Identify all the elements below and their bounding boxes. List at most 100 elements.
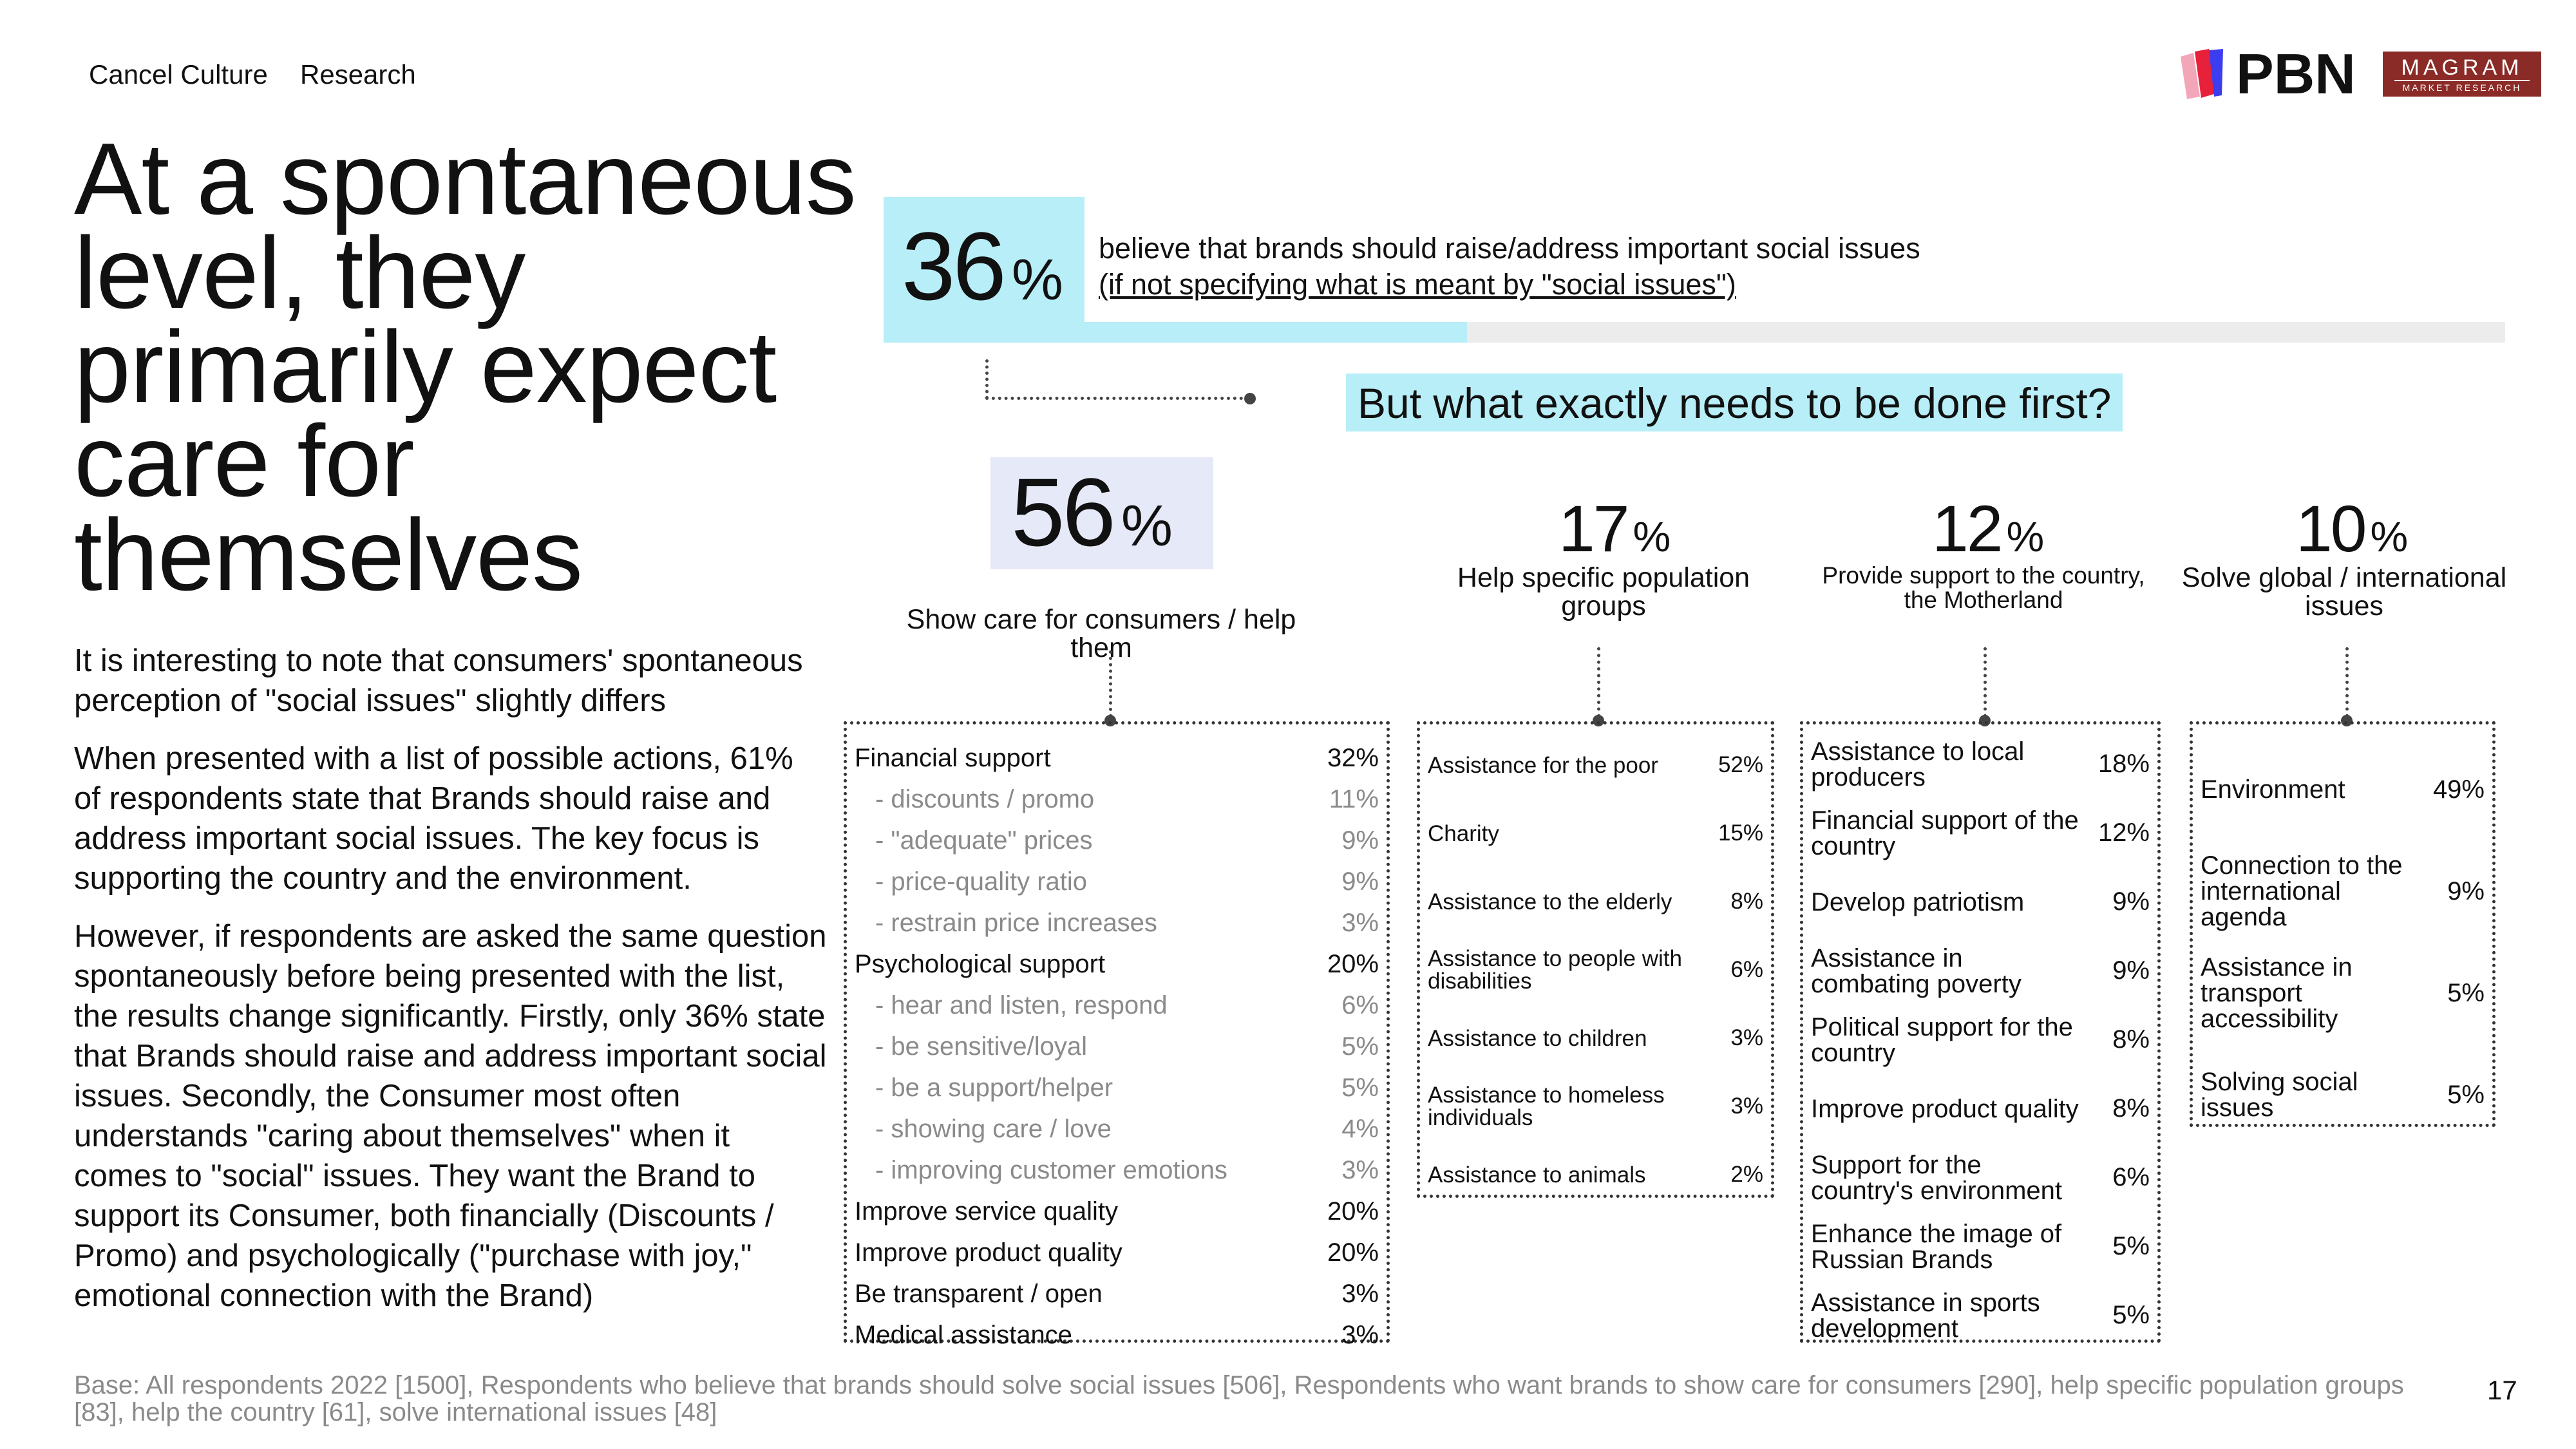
row-value: 5% [2112,1232,2150,1260]
category-3-label: Provide support to the country, the Moth… [1822,562,2145,613]
table-row: - "adequate" prices 9% [847,820,1387,861]
row-value: 12% [2098,819,2150,847]
pbn-logo-text: PBN [2236,42,2356,106]
row-label: Assistance in transport accessibility [2201,953,2353,1033]
row-value: 2% [1730,1162,1763,1187]
table-row: Assistance to animals 2% [1420,1141,1771,1209]
table-row: - hear and listen, respond 6% [847,985,1387,1026]
category-1-value: 56% [1011,458,1173,566]
category-3-value: 12% [1932,492,2045,565]
row-value: 49% [2432,775,2485,804]
row-value: 3% [1730,1094,1763,1119]
pbn-logo: PBN [2177,45,2383,103]
row-label: - be sensitive/loyal [875,1032,1088,1061]
row-label: Financial support of the country [1811,806,2079,860]
row-value: 20% [1327,949,1379,978]
table-row: Improve product quality 20% [847,1232,1387,1273]
row-value: 15% [1718,820,1763,846]
category-2-value: 17% [1558,492,1671,565]
table-row: Assistance to children 3% [1420,1004,1771,1072]
headline-stat-caption: believe that brands should raise/address… [1099,231,1920,303]
table-row: Assistance for the poor 52% [1420,731,1771,799]
row-label: Assistance in sports development [1811,1288,2040,1343]
table-row: - be a support/helper 5% [847,1067,1387,1108]
pbn-logo-icon [2181,49,2223,99]
row-value: 3% [1341,908,1379,937]
row-label: Political support for the country [1811,1012,2073,1067]
table-row: Be transparent / open 3% [847,1273,1387,1314]
row-value: 8% [2112,1025,2150,1054]
row-value: 5% [2112,1301,2150,1329]
row-label: - restrain price increases [875,909,1157,937]
row-value: 5% [1341,1073,1379,1102]
table-row: Assistance to local producers 18% [1803,730,2157,799]
category-1-connector [1109,650,1112,717]
table-row: Assistance to the elderly 8% [1420,867,1771,936]
nav-item-cancel-culture[interactable]: Cancel Culture [89,59,268,90]
row-value: 18% [2098,750,2150,778]
headline-bar-fill [884,322,1467,343]
category-1-table: Financial support 32% - discounts / promo 1… [844,721,1390,1349]
row-label: Improve product quality [1811,1094,2079,1123]
row-value: 9% [2447,876,2485,905]
table-row: Assistance in combating poverty 9% [1803,936,2157,1005]
row-label: Assistance to animals [1428,1162,1646,1188]
row-value: 6% [2112,1163,2150,1191]
category-2-connector [1597,647,1600,717]
row-value: 5% [2447,978,2485,1007]
category-3-table: Assistance to local producers 18% Financia… [1800,721,2161,1343]
row-label: Develop patriotism [1811,887,2025,916]
row-value: 6% [1341,990,1379,1019]
row-label: - improving customer emotions [875,1156,1227,1184]
category-3-connector [1984,647,1987,717]
table-row: Political support for the country 8% [1803,1005,2157,1074]
table-row: Financial support of the country 12% [1803,799,2157,867]
row-value: 9% [2112,956,2150,985]
row-value: 3% [1341,1279,1379,1308]
row-value: 3% [1341,1155,1379,1184]
row-value: 20% [1327,1238,1379,1267]
headline-stat-value: 36% [902,212,1063,320]
row-label: Psychological support [855,950,1106,978]
row-value: 32% [1327,743,1379,772]
table-row: Assistance to homeless individuals 3% [1420,1072,1771,1141]
row-value: 11% [1329,784,1379,813]
headline-stat-line1: believe that brands should raise/address… [1099,232,1920,265]
row-label: Assistance to children [1428,1025,1647,1051]
row-label: - be a support/helper [875,1074,1113,1102]
row-value: 20% [1327,1197,1379,1226]
row-label: Assistance to local producers [1811,737,2025,791]
nav-item-research[interactable]: Research [300,59,416,90]
body-text: It is interesting to note that consumers… [74,641,828,1334]
row-label: Assistance in combating poverty [1811,943,2022,998]
row-value: 52% [1718,752,1763,777]
magram-logo: MAGRAM MARKET RESEARCH [2383,52,2541,97]
row-value: 8% [2112,1094,2150,1122]
category-4-label: Solve global / international issues [2181,562,2507,621]
row-label: Assistance for the poor [1428,752,1658,778]
category-1-label: Show care for consumers / help them [906,604,1296,663]
table-row: Medical assistance 3% [847,1314,1387,1356]
list-paragraph: When presented with a list of possible a… [74,741,793,896]
connector-dot [1244,393,1256,404]
row-label: - "adequate" prices [875,826,1093,855]
row-label: - hear and listen, respond [875,991,1168,1019]
table-row: - improving customer emotions 3% [847,1150,1387,1191]
table-row: Financial support 32% [847,737,1387,779]
table-row: Solving social issues 5% [2193,1044,2492,1146]
table-row: Environment 49% [2193,739,2492,840]
row-label: Connection to the international agenda [2201,851,2403,931]
headline-stat-box [884,197,1084,343]
table-row: Support for the country's environment 6% [1803,1143,2157,1212]
row-value: 3% [1730,1025,1763,1050]
row-label: Support for the country's environment [1811,1150,2063,1205]
intro-paragraph: It is interesting to note that consumers… [74,643,803,718]
row-value: 3% [1341,1320,1379,1349]
row-value: 6% [1730,957,1763,982]
table-row: - discounts / promo 11% [847,779,1387,820]
row-label: Be transparent / open [855,1280,1103,1308]
category-1-stat-box [990,457,1213,569]
question-heading: But what exactly needs to be done first? [1346,374,2123,431]
row-label: - discounts / promo [875,785,1095,813]
table-row: Assistance in sports development 5% [1803,1281,2157,1350]
